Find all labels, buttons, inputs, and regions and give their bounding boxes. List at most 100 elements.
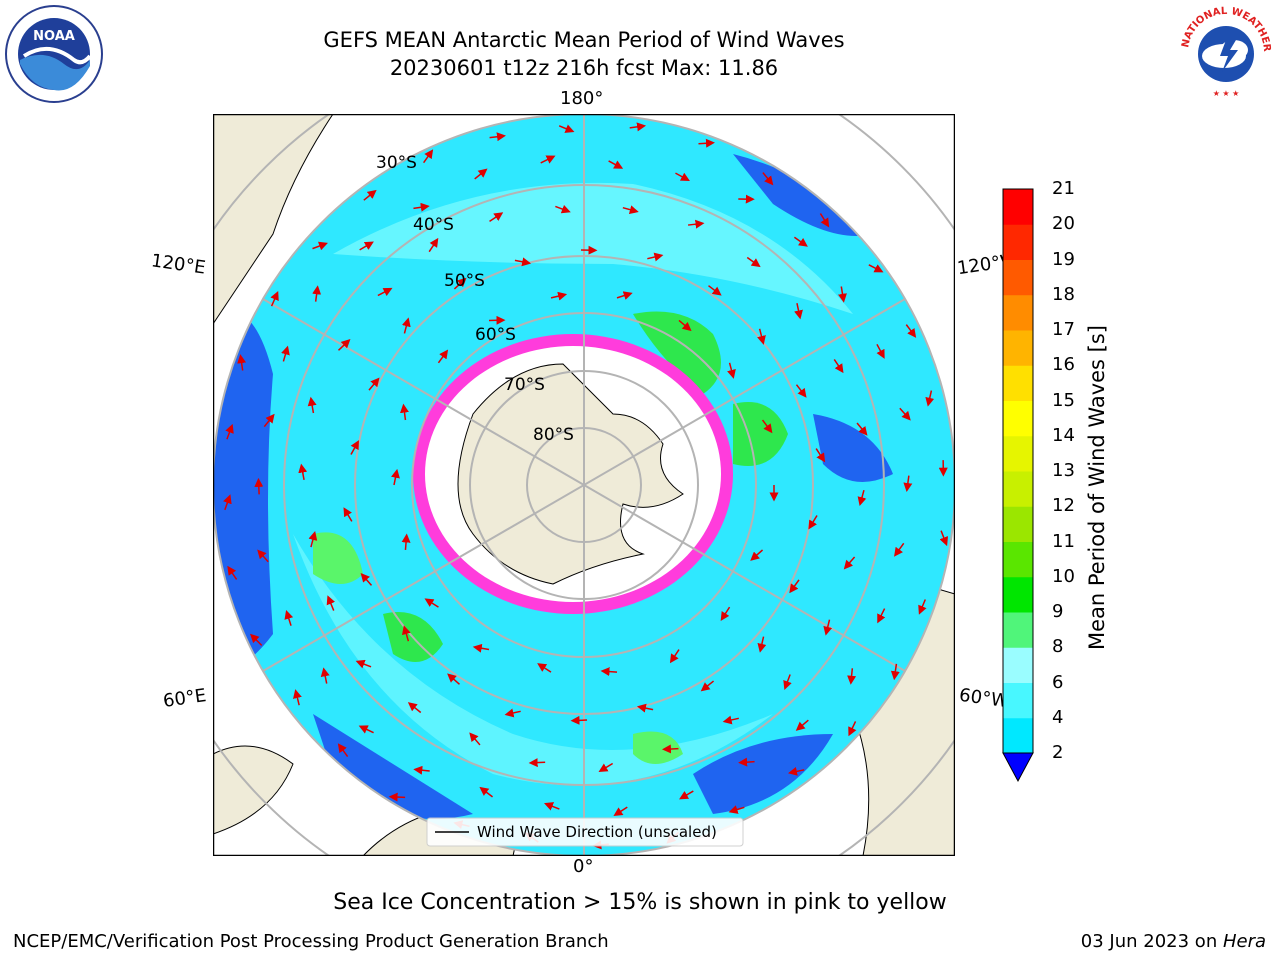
wind-wave-arrow [337, 338, 351, 351]
wind-wave-arrow [727, 362, 736, 379]
wind-wave-arrow [298, 463, 308, 480]
wind-wave-arrow [762, 172, 774, 186]
wind-wave-arrow [400, 403, 409, 421]
wind-wave-arrow [263, 413, 275, 428]
polar-map: 30°S 40°S 50°S 60°S 70°S 80°S Wind Wave … [213, 114, 955, 856]
lat-label-80: 80°S [533, 425, 574, 445]
wind-wave-arrow [489, 212, 504, 223]
svg-text:Wind Wave Direction (unscaled): Wind Wave Direction (unscaled) [477, 823, 717, 841]
colorbar-segment [1003, 471, 1033, 507]
lat-label-60: 60°S [475, 325, 516, 345]
colorbar-tick-label: 4 [1052, 706, 1064, 728]
wind-wave-arrow [453, 277, 467, 290]
wind-wave-arrow [918, 599, 927, 615]
colorbar-tick-label: 6 [1052, 671, 1064, 693]
wind-wave-arrow [857, 489, 867, 507]
wind-wave-arrow [377, 287, 393, 297]
wind-wave-arrow [750, 549, 764, 561]
wind-wave-arrow [847, 668, 857, 685]
wind-wave-arrow [815, 448, 826, 463]
wind-wave-arrow [783, 674, 792, 690]
wind-wave-arrow [679, 790, 694, 800]
wind-wave-arrow [555, 204, 571, 214]
wind-wave-arrow [570, 715, 588, 725]
colorbar-tick-label: 17 [1052, 319, 1075, 340]
wind-wave-arrow [868, 264, 884, 273]
wind-wave-arrow [757, 328, 766, 345]
colorbar-extend-triangle [1002, 752, 1034, 783]
wind-wave-arrow [284, 609, 294, 626]
wind-wave-arrow [700, 680, 715, 692]
wind-wave-arrow [469, 732, 481, 746]
wind-wave-arrow [757, 636, 767, 653]
wind-wave-arrow [738, 757, 755, 767]
wind-wave-arrow [479, 786, 493, 798]
wind-wave-arrow [636, 703, 654, 713]
colorbar-tick-label: 21 [1052, 178, 1075, 199]
colorbar-tick-label: 2 [1052, 742, 1064, 763]
colorbar-segment [1003, 612, 1033, 648]
wind-wave-arrow [550, 291, 568, 301]
wind-wave-arrow [613, 806, 628, 817]
wind-wave-arrow [227, 565, 238, 580]
wind-wave-arrow [761, 419, 773, 434]
colorbar-tick-label: 8 [1052, 636, 1064, 658]
wind-wave-arrow [903, 475, 913, 492]
colorbar-segment [1003, 576, 1033, 613]
wind-wave-arrow [391, 468, 400, 486]
wind-wave-arrow [856, 422, 868, 436]
colorbar-segment [1003, 400, 1033, 437]
lat-label-40: 40°S [413, 215, 454, 235]
wind-wave-arrow [401, 625, 411, 642]
colorbar-tick-label: 10 [1052, 565, 1075, 587]
wind-wave-arrow [401, 533, 411, 551]
svg-text:NOAA: NOAA [33, 29, 75, 44]
wind-wave-arrow [225, 423, 234, 440]
wind-wave-arrow [537, 663, 552, 673]
wind-wave-arrow [489, 132, 506, 142]
colorbar-segment [1003, 365, 1033, 401]
wind-wave-arrow [877, 608, 886, 624]
wind-wave-arrow [708, 285, 722, 296]
wind-wave-arrow [312, 241, 328, 251]
wind-wave-arrow [413, 202, 430, 212]
wind-wave-arrow [616, 291, 633, 300]
wind-wave-arrow [687, 219, 705, 229]
footer-date: 03 Jun 2023 on Hera [1080, 931, 1266, 952]
colorbar-tick-label: 13 [1052, 460, 1075, 481]
wind-wave-arrow [629, 122, 647, 132]
colorbar-tick-label: 19 [1052, 248, 1075, 270]
colorbar-tick-label: 16 [1052, 354, 1075, 376]
colorbar-tick-label: 20 [1052, 213, 1075, 235]
wind-wave-arrow [257, 549, 269, 563]
colorbar [1002, 188, 1034, 783]
wind-wave-arrow [223, 494, 232, 511]
wind-wave-arrow [894, 542, 905, 557]
wind-wave-arrow [788, 766, 805, 776]
wind-wave-arrow [558, 124, 575, 133]
wind-wave-arrow [819, 213, 830, 228]
wind-wave-arrow [622, 205, 639, 215]
wind-wave-arrow [728, 805, 745, 814]
wind-wave-arrow [270, 291, 279, 307]
lon-label-180: 180° [560, 88, 604, 109]
wind-wave-arrow [254, 477, 264, 495]
colorbar-tick-label: 18 [1052, 283, 1075, 305]
wind-wave-arrow [848, 721, 857, 737]
wind-wave-arrow [669, 649, 680, 664]
wind-wave-arrow [350, 440, 359, 455]
colorbar-ticks: 2 4 6 8 9 10 11 12 13 14 15 16 17 18 19 20 21 [1040, 178, 1090, 770]
lon-label-120e: 120°E [149, 250, 207, 279]
colorbar-tick-label: 9 [1052, 601, 1064, 622]
map-legend: Wind Wave Direction (unscaled) [426, 817, 744, 847]
colorbar-segment [1003, 717, 1033, 754]
map-title: GEFS MEAN Antarctic Mean Period of Wind … [323, 28, 845, 52]
wind-wave-arrow [838, 286, 847, 303]
lon-label-0: 0° [573, 856, 594, 877]
wind-wave-arrow [544, 802, 560, 811]
wind-wave-arrow [281, 345, 290, 362]
wind-wave-arrow [789, 579, 800, 594]
wind-wave-arrow [407, 702, 422, 714]
wind-wave-arrow [833, 359, 844, 374]
nws-logo: NATIONAL WEATHER SERVICE ★ ★ ★ [1176, 4, 1272, 98]
